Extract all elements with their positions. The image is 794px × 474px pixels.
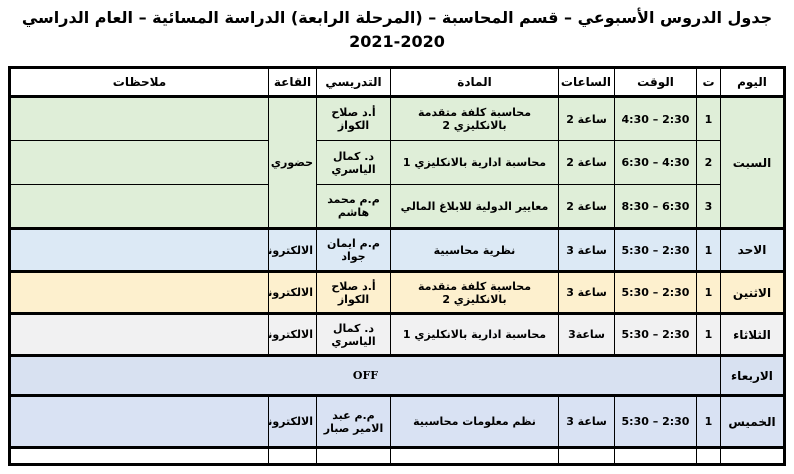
num-cell: 1 bbox=[696, 270, 721, 314]
hours-value: 3ساعة bbox=[568, 328, 605, 341]
subject-cell: محاسبة كلفة متقدمة بالانكليزي 2 bbox=[390, 95, 559, 141]
empty-cell bbox=[268, 446, 317, 465]
room-cell: الالكتروني bbox=[268, 312, 317, 356]
table-row: الخميس 1 2:30 – 5:30 3 ساعة نظم معلومات … bbox=[9, 394, 785, 448]
off-cell: OFF bbox=[9, 354, 721, 396]
teacher-cell: م.م ايمان جواد bbox=[316, 227, 391, 272]
hours-cell: 3ساعة bbox=[558, 312, 615, 356]
subject-cell: معايير الدولية للابلاغ المالي bbox=[390, 184, 559, 229]
day-cell-saturday: السبت bbox=[720, 95, 785, 229]
notes-cell bbox=[9, 394, 269, 448]
hours-value: 3 ساعة bbox=[566, 243, 607, 257]
empty-cell bbox=[696, 446, 721, 465]
notes-cell bbox=[9, 270, 269, 314]
subject-cell: محاسبة ادارية بالانكليزي 1 bbox=[390, 312, 559, 356]
table-row: الثلاثاء 1 2:30 – 5:30 3ساعة محاسبة ادار… bbox=[9, 312, 785, 356]
subject-cell: نظم معلومات محاسبية bbox=[390, 394, 559, 448]
room-cell: الالكتروني bbox=[268, 394, 317, 448]
empty-cell bbox=[9, 446, 269, 465]
subject-cell: نظرية محاسبية bbox=[390, 227, 559, 272]
time-cell: 4:30 – 6:30 bbox=[614, 140, 697, 185]
empty-cell bbox=[558, 446, 615, 465]
teacher-cell: أ.د صلاح الكواز bbox=[316, 270, 391, 314]
page-title-line1: جدول الدروس الأسبوعي – قسم المحاسبة – (ا… bbox=[21, 8, 773, 27]
page-title: جدول الدروس الأسبوعي – قسم المحاسبة – (ا… bbox=[0, 6, 794, 54]
room-cell-saturday: حضوري bbox=[268, 95, 317, 229]
col-header-subject: المادة bbox=[390, 67, 559, 98]
notes-cell bbox=[9, 184, 269, 229]
table-row: السبت 1 2:30 – 4:30 2 ساعة محاسبة كلفة م… bbox=[9, 95, 785, 229]
empty-cell bbox=[720, 446, 785, 465]
num-cell: 1 bbox=[696, 312, 721, 356]
col-header-day: اليوم bbox=[720, 67, 785, 98]
table-row: 2 4:30 – 6:30 2 ساعة محاسبة ادارية بالان… bbox=[9, 140, 785, 185]
hours-cell: 2 ساعة bbox=[558, 95, 615, 141]
time-cell: 2:30 – 5:30 bbox=[614, 312, 697, 356]
table-row: الاثنين 1 2:30 – 5:30 3 ساعة محاسبة كلفة… bbox=[9, 270, 785, 314]
room-cell: الالكتروني bbox=[268, 270, 317, 314]
day-cell-monday: الاثنين bbox=[720, 270, 785, 314]
hours-value: 2 ساعة bbox=[566, 156, 607, 169]
teacher-cell: م.م محمد هاشم bbox=[316, 184, 391, 229]
teacher-cell: د. كمال الياسري bbox=[316, 140, 391, 185]
time-cell: 2:30 – 5:30 bbox=[614, 394, 697, 448]
teacher-cell: د. كمال الياسري bbox=[316, 312, 391, 356]
teacher-cell: م.م عبد الامير صبار bbox=[316, 394, 391, 448]
time-cell: 2:30 – 5:30 bbox=[614, 227, 697, 272]
table-row: الاربعاء OFF bbox=[9, 354, 785, 396]
time-cell: 6:30 – 8:30 bbox=[614, 184, 697, 229]
hours-value: 3 ساعة bbox=[566, 286, 607, 299]
col-header-teacher: التدريسي bbox=[316, 67, 391, 98]
empty-cell bbox=[390, 446, 559, 465]
col-header-hours: الساعات bbox=[558, 67, 615, 98]
subject-cell: محاسبة ادارية بالانكليزي 1 bbox=[390, 140, 559, 185]
num-cell: 2 bbox=[696, 140, 721, 185]
day-cell-sunday: الاحد bbox=[720, 227, 785, 272]
num-cell: 1 bbox=[696, 227, 721, 272]
num-cell: 3 bbox=[696, 184, 721, 229]
table-row-partial bbox=[9, 446, 785, 465]
col-header-room: القاعة bbox=[268, 67, 317, 98]
col-header-time: الوقت bbox=[614, 67, 697, 98]
notes-cell bbox=[9, 140, 269, 185]
subject-cell: محاسبة كلفة متقدمة بالانكليزي 2 bbox=[390, 270, 559, 314]
table-row: الاحد 1 2:30 – 5:30 3 ساعة نظرية محاسبية… bbox=[9, 227, 785, 272]
notes-cell bbox=[9, 227, 269, 272]
num-cell: 1 bbox=[696, 394, 721, 448]
day-cell-wednesday: الاربعاء bbox=[720, 354, 785, 396]
hours-value: 2 ساعة bbox=[566, 112, 607, 126]
table-row: 3 6:30 – 8:30 2 ساعة معايير الدولية للاب… bbox=[9, 184, 785, 229]
hours-cell: 3 ساعة bbox=[558, 227, 615, 272]
col-header-num: ت bbox=[696, 67, 721, 98]
notes-cell bbox=[9, 312, 269, 356]
hours-value: 2 ساعة bbox=[566, 199, 607, 213]
empty-cell bbox=[316, 446, 391, 465]
time-cell: 2:30 – 4:30 bbox=[614, 95, 697, 141]
room-cell: الالكتروني bbox=[268, 227, 317, 272]
hours-value: 3 ساعة bbox=[566, 415, 607, 428]
hours-cell: 2 ساعة bbox=[558, 184, 615, 229]
page: { "page": { "title_line1": "جدول الدروس … bbox=[0, 6, 794, 474]
num-cell: 1 bbox=[696, 95, 721, 141]
hours-cell: 2 ساعة bbox=[558, 140, 615, 185]
day-cell-tuesday: الثلاثاء bbox=[720, 312, 785, 356]
notes-cell bbox=[9, 95, 269, 141]
day-cell-thursday: الخميس bbox=[720, 394, 785, 448]
hours-cell: 3 ساعة bbox=[558, 270, 615, 314]
col-header-notes: ملاحظات bbox=[9, 67, 269, 98]
empty-cell bbox=[614, 446, 697, 465]
time-cell: 2:30 – 5:30 bbox=[614, 270, 697, 314]
header-row: اليوم ت الوقت الساعات المادة التدريسي ال… bbox=[9, 67, 785, 98]
page-title-year: 2021-2020 bbox=[349, 32, 445, 51]
teacher-cell: أ.د صلاح الكواز bbox=[316, 95, 391, 141]
hours-cell: 3 ساعة bbox=[558, 394, 615, 448]
weekly-schedule-table: اليوم ت الوقت الساعات المادة التدريسي ال… bbox=[8, 66, 786, 466]
